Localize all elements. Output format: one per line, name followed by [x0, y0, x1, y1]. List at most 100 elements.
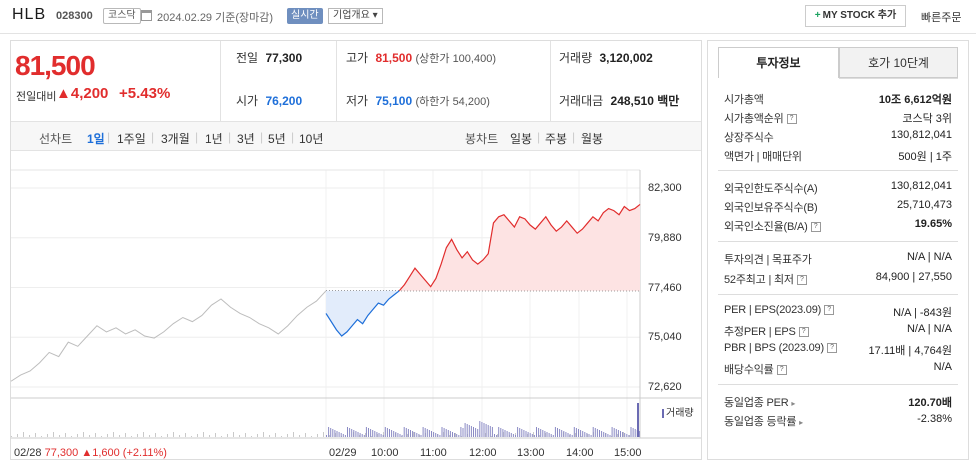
company-info-select[interactable]: 기업개요 ▾ [328, 8, 383, 24]
company-info-label: 기업개요 [333, 10, 370, 21]
volume-legend: 거래량 [662, 404, 694, 419]
help-icon[interactable]: ? [826, 343, 837, 354]
realtime-button[interactable]: 실시간 [287, 8, 323, 24]
volume-bar [428, 430, 430, 437]
volume-bar [628, 435, 630, 437]
chevron-right-icon[interactable]: ▸ [799, 418, 803, 427]
volume-bar [376, 432, 378, 437]
y-tick: 72,620 [648, 381, 682, 393]
info-value: -2.38% [917, 413, 952, 425]
y-tick: 77,460 [648, 282, 682, 294]
volume-bar [554, 427, 556, 437]
tab-daily[interactable]: 일봉 [510, 132, 533, 146]
info-label: 외국인보유주식수(B) [724, 202, 818, 214]
volume-bar [460, 427, 462, 437]
volume-bar [623, 432, 624, 437]
volume-bar [527, 432, 529, 437]
open-value: 76,200 [265, 94, 303, 108]
volume-bar [613, 428, 615, 437]
info-value: 130,812,041 [890, 180, 952, 192]
today-fill [326, 204, 640, 337]
separator: | [107, 130, 111, 144]
date: 2024.02.29 [157, 12, 213, 24]
tab-1y[interactable]: 1년 [205, 132, 223, 146]
help-icon[interactable]: ? [824, 305, 835, 316]
volume-bar [370, 429, 372, 437]
tab-3y[interactable]: 3년 [237, 132, 255, 146]
volume-bar [422, 427, 424, 437]
volume-bar [546, 432, 548, 437]
tab-3m[interactable]: 3개월 [161, 132, 190, 146]
volume-bar [386, 428, 388, 437]
tab-1w[interactable]: 1주일 [117, 132, 146, 146]
volume-bar [311, 436, 312, 437]
tab-1d[interactable]: 1일 [87, 132, 105, 146]
help-icon[interactable]: ? [796, 275, 807, 286]
chevron-right-icon[interactable]: ▸ [791, 399, 796, 408]
tab-quote-10[interactable]: 호가 10단계 [839, 47, 958, 78]
volume-bar [336, 431, 338, 437]
volume-bar [349, 428, 351, 437]
mystock-label: MY STOCK 추가 [822, 10, 897, 21]
info-label: 시가총액 [724, 94, 764, 106]
volume-bar [581, 436, 582, 437]
volume-bar [401, 436, 402, 437]
volume-bar [413, 432, 414, 437]
help-icon[interactable]: ? [810, 222, 821, 233]
volume-bar [185, 433, 186, 437]
volume-bar [485, 433, 486, 437]
volume-bar [617, 430, 619, 437]
low: 저가 75,100 (하한가 54,200) [346, 92, 490, 109]
volume-bar [323, 432, 324, 437]
volume-bar [357, 432, 359, 437]
info-value: N/A | -843원 [893, 307, 952, 319]
volume-bar [569, 435, 570, 437]
separator: | [151, 130, 155, 144]
volume-bar [443, 432, 444, 437]
volume-bar [609, 435, 611, 437]
volume-label: 거래량 [559, 51, 593, 65]
volume-bar [582, 431, 584, 437]
volume-bar [455, 433, 456, 437]
high-label: 고가 [346, 51, 369, 65]
volume-bar [571, 435, 573, 437]
volume-bar [35, 433, 36, 437]
volume-bar [489, 426, 491, 437]
info-label: 상장주식수 [724, 132, 774, 144]
volume-bar [340, 433, 342, 437]
market-cap-value: 10조 6,612억원 [878, 94, 952, 106]
info-label: 동일업종 PER ▸ [724, 394, 795, 410]
volume-bar [527, 434, 528, 437]
volume-bar [500, 428, 502, 437]
tab-5y[interactable]: 5년 [268, 132, 286, 146]
high-value: 81,500 [375, 51, 413, 65]
volume-bar [607, 434, 609, 437]
volume-bar [179, 435, 180, 437]
volume-bar [149, 435, 150, 437]
help-icon[interactable]: ? [798, 327, 809, 338]
volume-bar [431, 431, 432, 437]
volume-bar [107, 434, 108, 437]
volume-bar [592, 427, 594, 437]
sector-per-value: 120.70배 [908, 397, 952, 409]
info-label: 동일업종 등락률 ▸ [724, 413, 803, 429]
volume-bar [452, 432, 453, 437]
divider [550, 41, 551, 121]
help-icon[interactable]: ? [786, 114, 797, 125]
mystock-add-button[interactable]: + MY STOCK 추가 [805, 5, 906, 27]
tab-weekly[interactable]: 주봉 [545, 132, 568, 146]
help-icon[interactable]: ? [776, 365, 787, 376]
volume-bar [281, 436, 282, 437]
amount: 거래대금 248,510 백만 [559, 92, 679, 109]
tab-invest-info[interactable]: 투자정보 [718, 47, 839, 78]
tab-monthly[interactable]: 월봉 [581, 132, 604, 146]
volume-bar [626, 434, 628, 437]
volume-bar [359, 433, 361, 437]
volume-bar [622, 432, 624, 437]
volume-bar [473, 427, 474, 437]
tab-10y[interactable]: 10년 [299, 132, 324, 146]
quick-order-link[interactable]: 빠른주문 [921, 12, 962, 24]
volume-bar [536, 427, 537, 437]
volume-bar [363, 435, 365, 437]
volume-bar [491, 427, 493, 437]
